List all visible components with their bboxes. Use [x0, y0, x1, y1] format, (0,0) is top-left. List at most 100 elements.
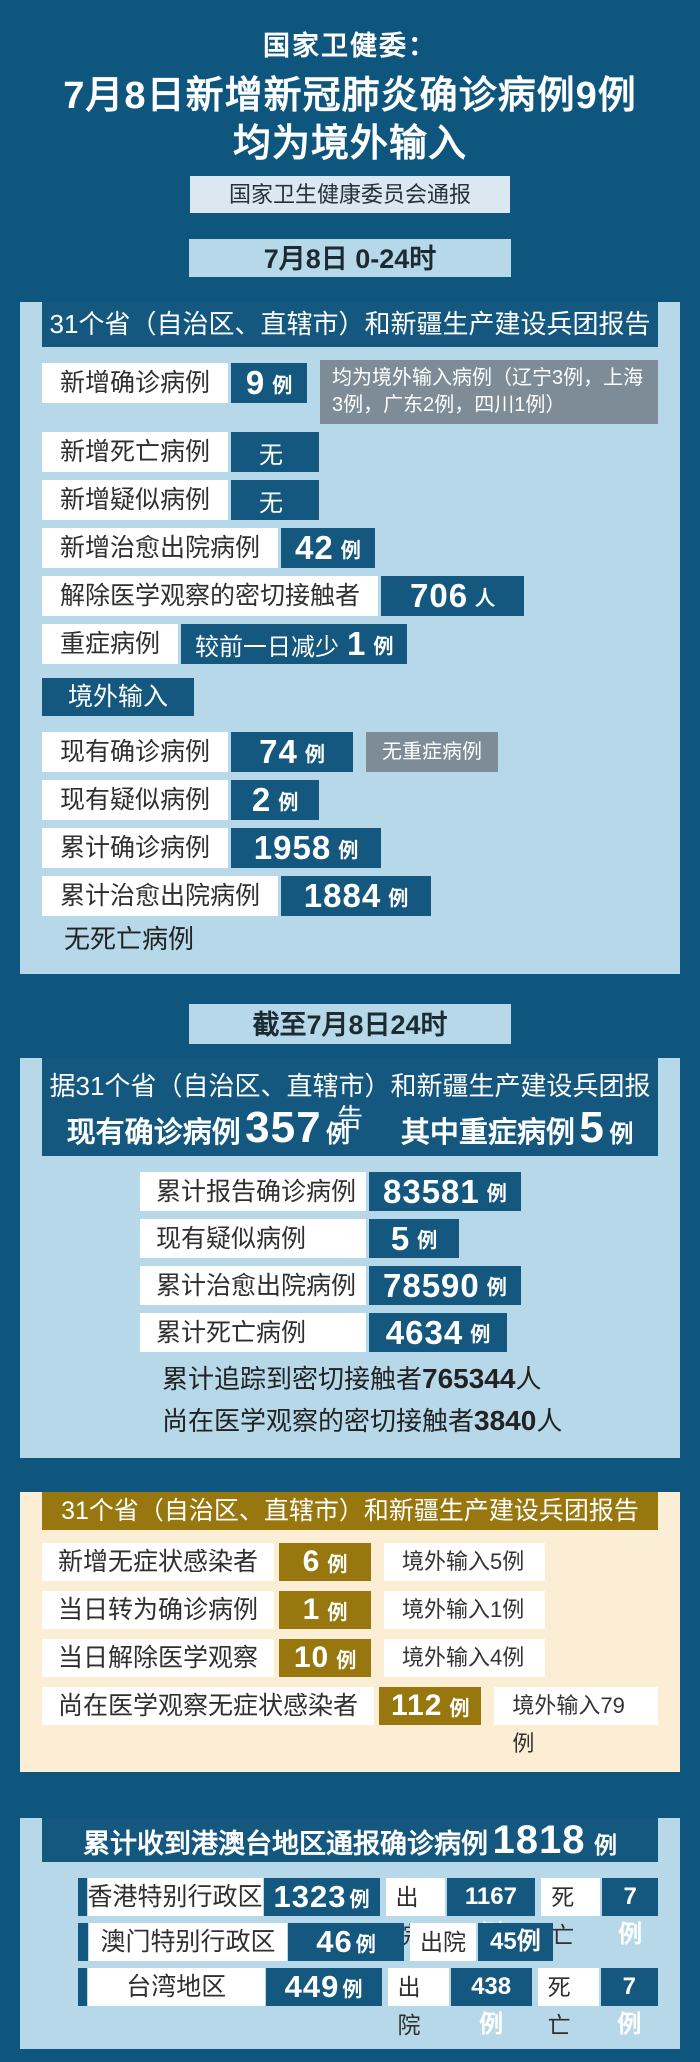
stat-row-new-suspected: 新增疑似病例 无: [42, 480, 658, 520]
stat-unit: 例: [486, 1183, 507, 1205]
stat-unit: 例: [338, 839, 359, 862]
stat-number: 1: [347, 625, 367, 662]
stat-number: 78590: [383, 1266, 480, 1304]
stat-unit: 例: [327, 1553, 348, 1576]
stat-value: 1 例: [279, 1591, 372, 1629]
cumulative-stat-rows: 累计报告确诊病例 83581 例 现有疑似病例 5 例 累计治愈出院病例 785…: [140, 1172, 658, 1352]
stat-unit: 例: [336, 1649, 357, 1672]
trace-label: 尚在医学观察的密切接触者: [162, 1406, 475, 1436]
sub-banner-imported: 境外输入: [42, 678, 194, 716]
stat-unit: 例: [373, 635, 394, 658]
banner-cumulative-line1: 据31个省（自治区、直辖市）和新疆生产建设兵团报告: [49, 1071, 651, 1133]
stat-label: 解除医学观察的密切接触者: [42, 576, 379, 616]
stat-label: 重症病例: [42, 624, 179, 664]
stat-value: 4634 例: [369, 1313, 507, 1352]
stat-unit: 例: [278, 791, 299, 814]
stat-note: 境外输入4例: [384, 1639, 546, 1677]
stat-number: 6: [302, 1545, 321, 1578]
stat-note: 境外输入79例: [494, 1687, 658, 1756]
stat-value: 无: [231, 432, 320, 472]
death-value: 7例: [600, 1968, 659, 2038]
stat-value: 78590 例: [369, 1266, 521, 1305]
page-title-line2: 均为境外输入: [232, 123, 467, 165]
stat-number: 9: [245, 364, 266, 401]
stat-label: 当日解除医学观察: [42, 1639, 275, 1677]
region-label: 台湾地区: [87, 1968, 265, 2006]
panel-hk-macao-taiwan: 累计收到港澳台地区通报确诊病例 1818 例 香港特别行政区 1323 例 出院…: [20, 1818, 680, 2049]
banner-hmt-total: 累计收到港澳台地区通报确诊病例 1818 例: [42, 1818, 658, 1862]
stat-label: 累计治愈出院病例: [140, 1266, 366, 1305]
active-cases-number: 357: [245, 1103, 322, 1152]
stat-value: 5 例: [369, 1219, 459, 1258]
stat-row-cumulative-deaths: 累计死亡病例 4634 例: [140, 1313, 658, 1352]
stat-label: 累计报告确诊病例: [140, 1172, 366, 1211]
stat-unit: 例: [355, 1933, 376, 1956]
stat-label: 现有疑似病例: [140, 1219, 366, 1258]
severe-cases-number: 5: [579, 1103, 605, 1152]
stat-unit: 人: [475, 587, 496, 610]
stat-unit: 例: [349, 1888, 370, 1911]
stat-number: 112: [391, 1689, 443, 1722]
death-value: 7例: [602, 1878, 659, 1948]
stat-row-new-asymptomatic: 新增无症状感染者 6 例 境外输入5例: [42, 1543, 658, 1581]
page-title-line1: 7月8日新增新冠肺炎确诊病例9例: [63, 75, 637, 117]
stat-value: 无: [231, 480, 320, 520]
stat-label: 新增治愈出院病例: [42, 528, 279, 568]
banner-cumulative: 据31个省（自治区、直辖市）和新疆生产建设兵团报告 现有确诊病例 357 例 其…: [42, 1058, 658, 1156]
source-box: 国家卫生健康委员会通报: [190, 176, 510, 213]
discharged-value: 438例: [450, 1968, 532, 2038]
stat-value: 83581 例: [369, 1172, 521, 1211]
stat-value: 10 例: [279, 1639, 372, 1677]
stat-value: 74 例: [231, 732, 354, 772]
stat-unit: 例: [340, 539, 361, 562]
daily-stat-rows: 新增确诊病例 9 例 均为境外输入病例（辽宁3例，上海3例，广东2例，四川1例）…: [42, 360, 658, 664]
discharged-value: 1167例: [446, 1878, 536, 1948]
region-row-taiwan: 台湾地区 449 例 出院 438例 死亡 7例: [78, 1968, 659, 2038]
stat-row-imported-suspected: 现有疑似病例 2 例: [42, 780, 658, 820]
stat-number: 1: [302, 1593, 321, 1626]
stat-value: 1884 例: [281, 876, 432, 916]
death-label: 死亡: [537, 1968, 599, 2038]
stat-value: 706 人: [381, 576, 525, 616]
stat-number: 1884: [303, 877, 382, 914]
stat-row-imported-cumulative: 累计确诊病例 1958 例: [42, 828, 658, 868]
stat-value: 1958 例: [231, 828, 382, 868]
banner-provinces-report: 31个省（自治区、直辖市）和新疆生产建设兵团报告: [42, 302, 658, 347]
accent-bar: [78, 1923, 88, 1961]
imported-stat-rows: 现有确诊病例 74 例 无重症病例 现有疑似病例 2 例 累计确诊病例 1958…: [42, 732, 658, 916]
stat-number: 无: [259, 489, 284, 517]
stat-row-new-discharged: 新增治愈出院病例 42 例: [42, 528, 658, 568]
trace-unit: 人: [515, 1364, 542, 1394]
stat-number: 无: [259, 441, 284, 469]
death-label: 死亡: [541, 1878, 601, 1948]
active-cases-unit: 例: [326, 1121, 351, 1148]
hmt-total-unit: 例: [593, 1832, 617, 1858]
banner-cumulative-line2: 现有确诊病例 357 例 其中重症病例 5 例: [42, 1106, 658, 1150]
region-confirmed: 1323 例: [263, 1878, 380, 1916]
stat-row-new-deaths: 新增死亡病例 无: [42, 432, 658, 472]
contact-tracing-line2: 尚在医学观察的密切接触者3840人: [162, 1406, 658, 1437]
stat-number: 4634: [385, 1313, 464, 1351]
stat-label: 现有疑似病例: [42, 780, 229, 820]
contact-tracing-line1: 累计追踪到密切接触者765344人: [162, 1364, 658, 1395]
stat-unit: 例: [304, 743, 325, 766]
accent-bar: [78, 1968, 87, 2006]
stat-row-imported-discharged: 累计治愈出院病例 1884 例: [42, 876, 658, 916]
stat-unit: 例: [327, 1601, 348, 1624]
stat-unit: 例: [417, 1230, 438, 1252]
footnote-no-deaths: 无死亡病例: [64, 924, 195, 954]
hmt-total-label: 累计收到港澳台地区通报确诊病例: [83, 1829, 489, 1859]
stat-unit: 例: [486, 1277, 507, 1299]
region-row-macao: 澳门特别行政区 46 例 出院 45例: [78, 1923, 658, 1961]
stat-unit: 例: [470, 1324, 491, 1346]
stat-value: 42 例: [281, 528, 375, 568]
stat-number: 74: [259, 733, 298, 770]
stat-number: 42: [295, 529, 334, 566]
discharged-label: 出院: [387, 1968, 449, 2038]
stat-label: 累计死亡病例: [140, 1313, 366, 1352]
stat-note: 无重症病例: [366, 732, 499, 772]
tab-section2-cutoff: 截至7月8日24时: [189, 1004, 511, 1044]
stat-row-current-suspected: 现有疑似病例 5 例: [140, 1219, 658, 1258]
stat-value: 较前一日减少 1 例: [181, 624, 408, 664]
severe-cases-label: 其中重症病例: [400, 1117, 575, 1149]
